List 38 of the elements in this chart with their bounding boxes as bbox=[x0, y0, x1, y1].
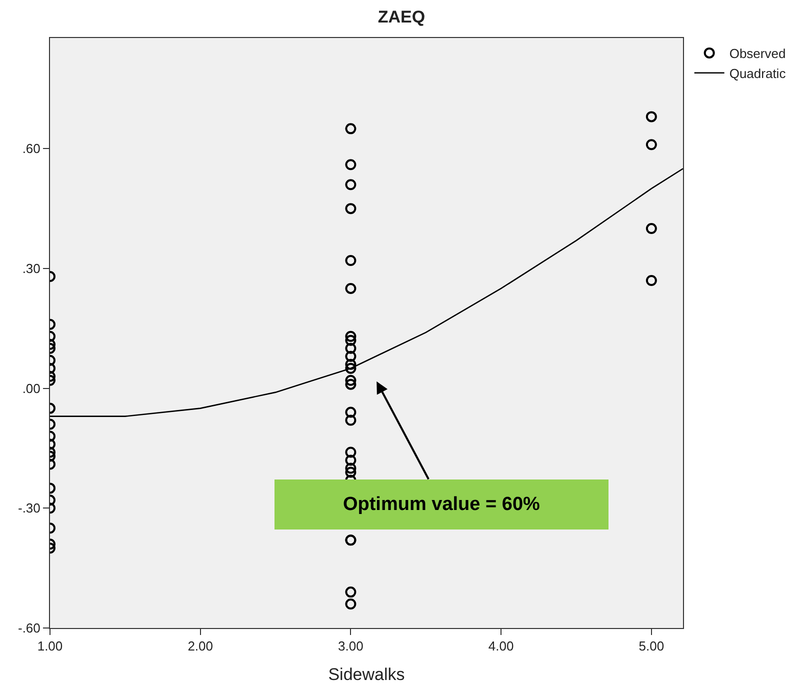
point bbox=[345, 406, 356, 418]
point bbox=[345, 330, 356, 342]
point bbox=[345, 342, 356, 354]
x-tick-label: 1.00 bbox=[37, 638, 63, 654]
point bbox=[345, 446, 356, 458]
point bbox=[345, 203, 356, 214]
line-series bbox=[50, 168, 683, 417]
point bbox=[345, 282, 356, 294]
point bbox=[345, 179, 356, 190]
point bbox=[345, 159, 356, 170]
point bbox=[345, 350, 356, 362]
point bbox=[345, 255, 356, 266]
chart-title: ZAEQ bbox=[378, 7, 426, 26]
point bbox=[345, 414, 356, 426]
point bbox=[345, 362, 356, 374]
legend-label: Quadratic bbox=[729, 66, 786, 81]
point bbox=[345, 598, 356, 610]
x-tick-label: 2.00 bbox=[188, 638, 214, 654]
x-tick-label: 5.00 bbox=[638, 638, 664, 654]
point bbox=[345, 466, 356, 478]
point bbox=[345, 374, 356, 386]
legend-label: Observed bbox=[729, 46, 786, 62]
point bbox=[345, 358, 356, 370]
x-tick-label: 3.00 bbox=[338, 638, 364, 654]
y-tick-label: .00 bbox=[22, 380, 40, 396]
point bbox=[345, 462, 356, 474]
x-axis-title: Sidewalks bbox=[328, 665, 405, 684]
x-tick-label: 4.00 bbox=[488, 638, 514, 654]
y-tick-label: -.60 bbox=[18, 620, 40, 636]
point bbox=[345, 586, 356, 598]
annotation: Optimum value = 60% bbox=[342, 494, 540, 515]
point bbox=[345, 454, 356, 466]
y-tick-label: .30 bbox=[22, 261, 40, 276]
y-tick-label: -.30 bbox=[18, 500, 40, 516]
point bbox=[345, 334, 356, 346]
y-tick-label: .60 bbox=[22, 141, 40, 156]
point bbox=[345, 378, 356, 390]
point bbox=[345, 123, 356, 134]
